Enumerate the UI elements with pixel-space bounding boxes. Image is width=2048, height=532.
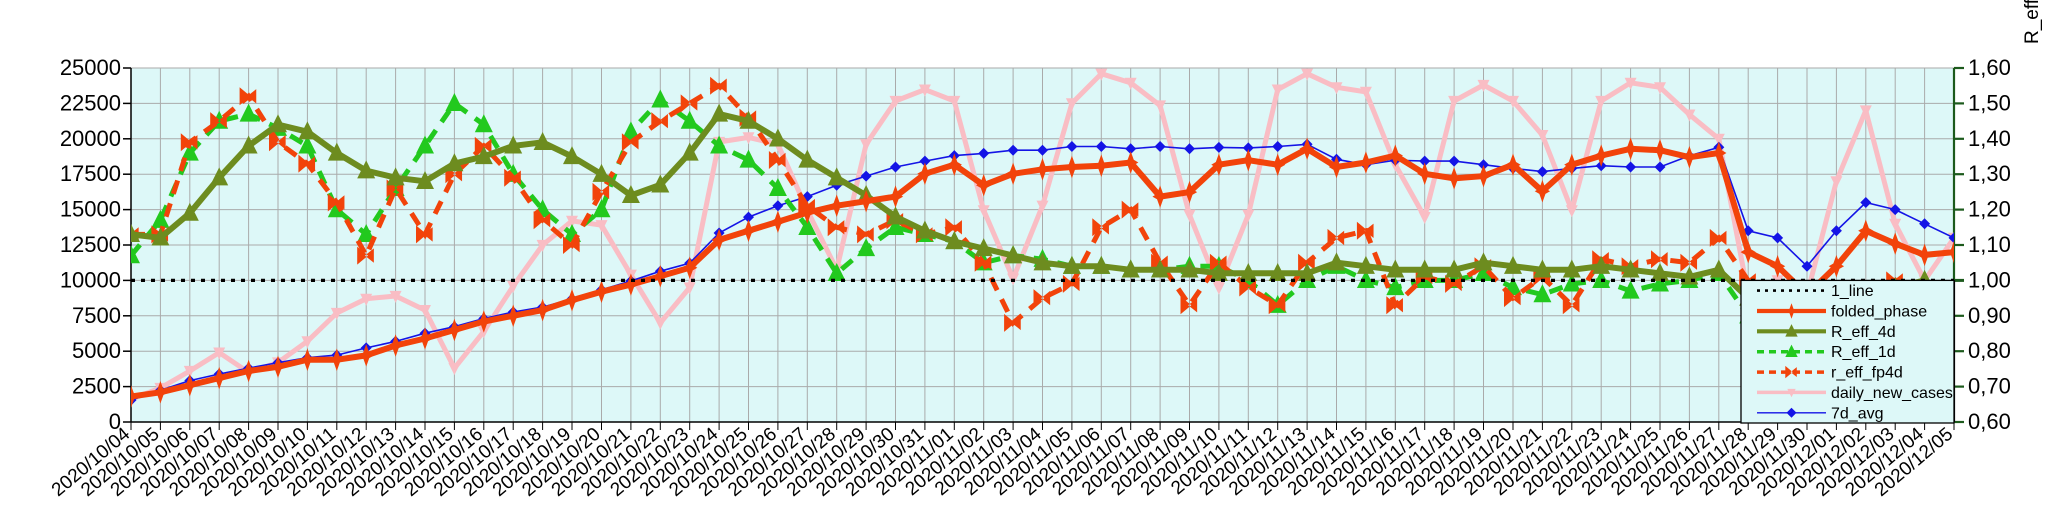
- svg-text:1,60: 1,60: [1968, 55, 2011, 80]
- svg-text:10000: 10000: [60, 267, 121, 292]
- svg-text:R_eff: R_eff: [2022, 0, 2043, 44]
- svg-text:2500: 2500: [72, 374, 121, 399]
- svg-text:1_line: 1_line: [1831, 283, 1874, 300]
- svg-text:1,30: 1,30: [1968, 161, 2011, 186]
- svg-text:0,80: 0,80: [1968, 338, 2011, 363]
- svg-text:20000: 20000: [60, 126, 121, 151]
- svg-text:17500: 17500: [60, 161, 121, 186]
- svg-text:R_eff_4d: R_eff_4d: [1831, 324, 1896, 341]
- svg-text:1,50: 1,50: [1968, 90, 2011, 115]
- svg-text:0,90: 0,90: [1968, 303, 2011, 328]
- svg-text:12500: 12500: [60, 232, 121, 257]
- svg-text:0,60: 0,60: [1968, 409, 2011, 434]
- svg-text:R_eff_1d: R_eff_1d: [1831, 344, 1896, 361]
- svg-text:1,20: 1,20: [1968, 197, 2011, 222]
- svg-text:25000: 25000: [60, 55, 121, 80]
- svg-text:22500: 22500: [60, 90, 121, 115]
- svg-text:r_eff_fp4d: r_eff_fp4d: [1831, 365, 1903, 382]
- svg-text:1,40: 1,40: [1968, 126, 2011, 151]
- svg-text:7500: 7500: [72, 303, 121, 328]
- svg-text:1,10: 1,10: [1968, 232, 2011, 257]
- svg-text:5000: 5000: [72, 338, 121, 363]
- svg-text:folded_phase: folded_phase: [1831, 304, 1927, 321]
- svg-text:daily_new_cases: daily_new_cases: [1831, 385, 1953, 402]
- svg-text:15000: 15000: [60, 197, 121, 222]
- svg-text:1,00: 1,00: [1968, 267, 2011, 292]
- svg-text:7d_avg: 7d_avg: [1831, 405, 1884, 422]
- svg-text:0,70: 0,70: [1968, 374, 2011, 399]
